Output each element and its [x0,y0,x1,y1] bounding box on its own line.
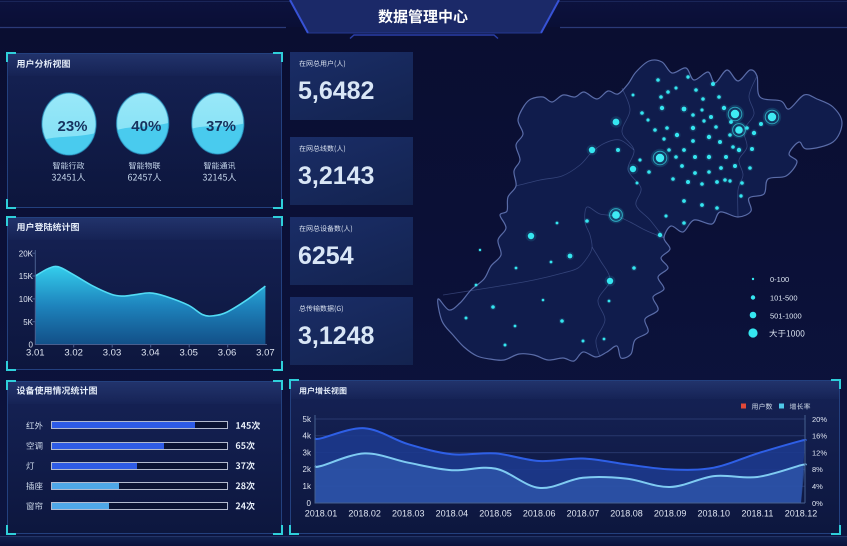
svg-text:6254: 6254 [298,242,354,270]
svg-text:2018.07: 2018.07 [567,508,600,518]
svg-text:15K: 15K [19,272,34,281]
svg-text:2018.08: 2018.08 [610,508,643,518]
svg-text:2018.04: 2018.04 [436,508,469,518]
svg-text:2018.10: 2018.10 [697,508,730,518]
svg-text:2018.03: 2018.03 [392,508,425,518]
svg-text:40%: 40% [131,118,161,135]
svg-text:8%: 8% [812,465,823,474]
svg-text:2018.02: 2018.02 [348,508,381,518]
svg-text:501-1000: 501-1000 [770,312,802,321]
svg-text:3k: 3k [303,448,312,457]
svg-text:2018.05: 2018.05 [479,508,512,518]
svg-text:3,1248: 3,1248 [298,322,375,350]
svg-text:3.07: 3.07 [256,348,275,359]
svg-text:2018.06: 2018.06 [523,508,556,518]
svg-text:101-500: 101-500 [770,294,798,303]
svg-text:0-100: 0-100 [770,275,789,284]
svg-text:4k: 4k [303,432,312,441]
svg-text:16%: 16% [812,432,827,441]
svg-text:2018.01: 2018.01 [305,508,338,518]
svg-text:1k: 1k [303,482,312,491]
svg-text:0: 0 [29,341,34,350]
svg-text:12%: 12% [812,448,827,457]
svg-text:3.03: 3.03 [103,348,122,359]
svg-text:0: 0 [307,499,312,508]
svg-text:20%: 20% [812,415,827,424]
svg-text:3.04: 3.04 [141,348,160,359]
svg-text:3.01: 3.01 [26,348,45,359]
svg-text:3.05: 3.05 [179,348,198,359]
svg-text:37%: 37% [206,118,236,135]
svg-text:5,6482: 5,6482 [298,77,374,105]
svg-text:3,2143: 3,2143 [298,162,374,190]
svg-text:2018.11: 2018.11 [741,508,773,518]
svg-text:3.02: 3.02 [64,348,83,359]
svg-text:3.06: 3.06 [218,348,237,359]
svg-text:20K: 20K [19,249,34,258]
svg-text:2k: 2k [303,465,312,474]
svg-text:2018.09: 2018.09 [654,508,687,518]
svg-text:5k: 5k [303,415,312,424]
svg-text:10K: 10K [19,295,34,304]
svg-text:0%: 0% [812,499,823,508]
svg-text:23%: 23% [57,118,87,135]
svg-text:2018.12: 2018.12 [785,508,818,518]
svg-text:4%: 4% [812,482,823,491]
svg-text:5K: 5K [23,318,33,327]
